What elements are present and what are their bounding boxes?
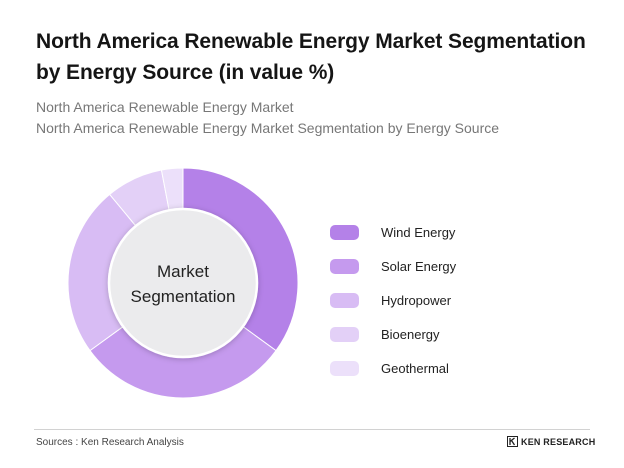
legend-label: Solar Energy [381,258,457,274]
chart-legend: Wind Energy Solar Energy Hydropower Bioener… [330,215,530,385]
legend-label: Bioenergy [381,326,440,342]
legend-item-geothermal: Geothermal [330,351,530,385]
donut-center-label-line1: Market [157,262,209,281]
legend-label: Wind Energy [381,224,456,240]
legend-swatch [330,292,359,308]
legend-item-bioenergy: Bioenergy [330,317,530,351]
legend-label: Hydropower [381,292,452,308]
chart-subtitle-market: North America Renewable Energy Market [36,99,294,115]
legend-swatch [330,258,359,274]
legend-swatch [330,224,359,240]
source-note: Sources : Ken Research Analysis [36,437,184,448]
donut-chart: Market Segmentation [67,167,299,399]
legend-label: Geothermal [381,360,449,376]
legend-item-wind-energy: Wind Energy [330,215,530,249]
chart-subtitle-segmentation: North America Renewable Energy Market Se… [36,120,500,136]
footer-divider [34,429,590,430]
legend-item-hydropower: Hydropower [330,283,530,317]
donut-center-label-line2: Segmentation [131,287,236,306]
legend-swatch [330,326,359,342]
legend-item-solar-energy: Solar Energy [330,249,530,283]
ken-research-logo-icon [507,436,518,447]
brand-logo: KEN RESEARCH [507,436,595,447]
brand-name: KEN RESEARCH [521,436,596,447]
donut-center-circle [107,207,259,359]
chart-title: North America Renewable Energy Market Se… [36,30,586,84]
legend-swatch [330,360,359,376]
